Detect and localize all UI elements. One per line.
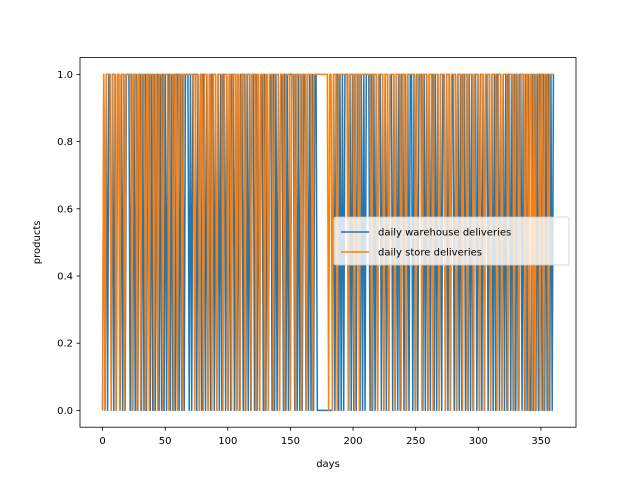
legend-box <box>333 216 570 266</box>
x-axis-ticks: 0 50 100 150 200 250 300 350 <box>99 427 550 447</box>
y-axis-ticks: 0.0 0.2 0.4 0.6 0.8 1.0 <box>57 70 80 417</box>
y-tick-label: 0.2 <box>57 339 73 350</box>
legend-label-warehouse: daily warehouse deliveries <box>378 228 511 239</box>
legend: daily warehouse deliveries daily store d… <box>333 216 570 266</box>
axes-frame <box>79 57 577 428</box>
legend-label-store: daily store deliveries <box>378 248 482 259</box>
x-tick-label: 0 <box>99 436 105 447</box>
x-tick-label: 350 <box>531 436 550 447</box>
series-layer <box>101 73 555 412</box>
x-tick-label: 250 <box>406 436 425 447</box>
x-tick-label: 300 <box>469 436 488 447</box>
y-tick-label: 0.4 <box>57 272 73 283</box>
x-axis-label: days <box>316 459 340 470</box>
y-tick-label: 0.0 <box>57 406 73 417</box>
y-axis-label: products <box>32 221 43 265</box>
x-tick-label: 200 <box>344 436 363 447</box>
y-tick-label: 1.0 <box>57 70 73 81</box>
x-tick-label: 50 <box>159 436 172 447</box>
series-line-1 <box>101 73 554 412</box>
x-tick-label: 150 <box>281 436 300 447</box>
x-tick-label: 100 <box>218 436 237 447</box>
y-tick-label: 0.6 <box>57 204 73 215</box>
y-tick-label: 0.8 <box>57 137 73 148</box>
